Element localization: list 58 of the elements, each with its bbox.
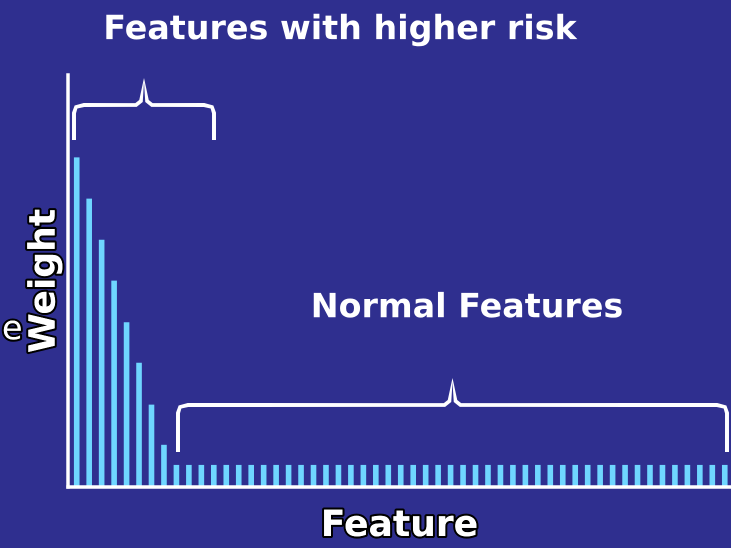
bar: [722, 464, 728, 487]
bar: [260, 464, 266, 487]
bar: [535, 464, 541, 487]
bar: [522, 464, 528, 487]
bar: [148, 404, 154, 487]
bar: [584, 464, 590, 487]
bar: [236, 464, 242, 487]
bar: [422, 464, 428, 487]
bar: [248, 464, 254, 487]
x-axis-title: Feature: [324, 510, 476, 536]
bar: [398, 464, 404, 487]
bar: [223, 464, 230, 487]
bar: [660, 464, 666, 487]
bar: [161, 444, 167, 487]
bar: [684, 464, 690, 487]
bar: [198, 464, 204, 487]
bar: [498, 464, 504, 487]
bar: [410, 464, 416, 487]
bar: [124, 322, 130, 487]
bar: [510, 464, 516, 487]
bar: [547, 464, 554, 487]
bar: [336, 464, 342, 487]
bar: [435, 464, 441, 487]
bar: [460, 464, 466, 487]
bar: [448, 464, 454, 487]
bar: [672, 464, 678, 487]
bar: [597, 464, 603, 487]
bar: [211, 464, 217, 487]
bar: [174, 464, 180, 487]
bar: [385, 464, 392, 487]
bar: [98, 240, 104, 487]
bar: [136, 362, 142, 487]
bar: [74, 157, 80, 487]
bar: [472, 464, 478, 487]
bar: [348, 464, 354, 487]
bar: [286, 464, 292, 487]
bar: [610, 464, 616, 487]
bar: [710, 464, 716, 487]
bar: [485, 464, 491, 487]
bar: [560, 464, 566, 487]
bar: [310, 464, 316, 487]
bar: [323, 464, 329, 487]
bar: [298, 464, 304, 487]
bar: [273, 464, 279, 487]
bar: [86, 198, 92, 487]
bar: [622, 464, 628, 487]
bar: [360, 464, 366, 487]
bar: [647, 464, 653, 487]
annotation: Normal Features: [314, 292, 622, 318]
bar: [373, 464, 379, 487]
bar: [697, 464, 703, 487]
y-axis-title: Weight: [27, 210, 62, 352]
bar: [186, 464, 192, 487]
bar: [111, 280, 117, 487]
bar: [572, 464, 578, 487]
text: e: [4, 320, 21, 340]
text: Features with higher risk: [106, 14, 578, 46]
bar: [634, 464, 640, 487]
